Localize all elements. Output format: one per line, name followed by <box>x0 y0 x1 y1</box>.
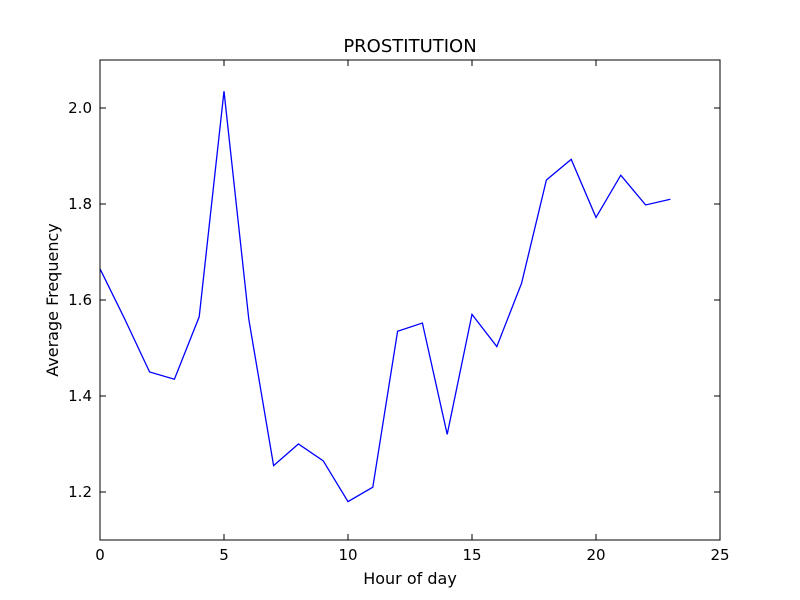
x-tick-label: 15 <box>462 546 481 564</box>
plot-frame <box>99 59 721 541</box>
y-tick-label: 1.2 <box>68 483 92 501</box>
x-tick-label: 0 <box>95 546 105 564</box>
x-axis-label: Hour of day <box>363 569 457 588</box>
x-tick-label: 5 <box>219 546 229 564</box>
y-tick-label: 1.8 <box>68 195 92 213</box>
series-line <box>99 91 671 503</box>
x-tick-label: 10 <box>338 546 357 564</box>
x-tick-label: 25 <box>710 546 729 564</box>
y-tick-label: 1.6 <box>68 291 92 309</box>
x-tick-label: 20 <box>586 546 605 564</box>
y-axis-label: Average Frequency <box>43 223 62 376</box>
y-tick-label: 1.4 <box>68 387 92 405</box>
chart-title: PROSTITUTION <box>343 36 476 57</box>
y-tick-label: 2.0 <box>68 99 92 117</box>
plot-area: 0 5 10 15 20 25 1.2 1.4 1.6 1.8 2.0 <box>68 59 730 564</box>
